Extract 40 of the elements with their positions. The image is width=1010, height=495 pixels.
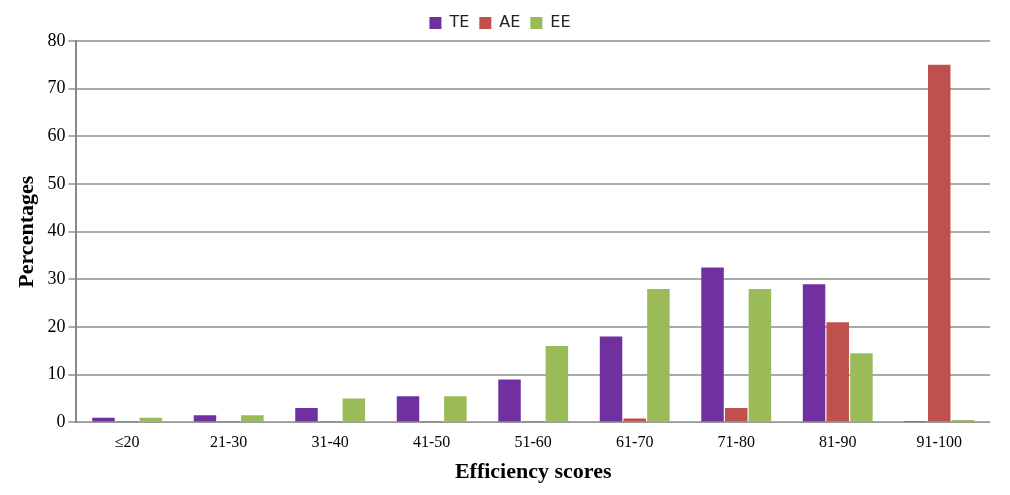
y-tick-label: 70 (47, 77, 66, 98)
bar (647, 288, 670, 422)
x-tick-label: 51-60 (514, 433, 552, 451)
y-tick-label: 30 (47, 268, 66, 289)
bar (396, 396, 420, 422)
bar (342, 398, 366, 422)
x-tick-label: 31-40 (311, 433, 349, 451)
x-tick-label: 71-80 (717, 433, 755, 451)
bar (241, 415, 264, 422)
bar (193, 415, 217, 422)
y-tick-label: 50 (47, 172, 66, 193)
bar (748, 288, 772, 422)
bar (701, 267, 724, 422)
bar (444, 396, 467, 422)
legend-label: EE (550, 12, 571, 32)
bar (545, 346, 569, 422)
bar (927, 64, 951, 422)
x-tick-label: 61-70 (616, 433, 654, 451)
bar (498, 379, 521, 422)
x-tick-label: ≤20 (114, 433, 140, 451)
legend-label: TE (448, 12, 470, 32)
y-tick-label: 20 (47, 315, 66, 336)
bar (826, 322, 849, 422)
y-axis-title: Percentages (12, 175, 38, 288)
y-tick-label: 0 (56, 411, 66, 432)
bar (724, 408, 748, 422)
bar (802, 284, 826, 422)
y-tick-label: 40 (47, 220, 66, 241)
x-tick-label: 21-30 (210, 433, 248, 451)
bar (295, 408, 318, 422)
y-tick-label: 80 (47, 29, 66, 50)
x-tick-label: 91-100 (916, 433, 962, 451)
bar (599, 336, 623, 422)
y-tick-label: 10 (47, 363, 66, 384)
x-tick-label: 41-50 (413, 433, 451, 451)
x-tick-label: 81-90 (819, 433, 857, 451)
x-axis-title: Efficiency scores (454, 458, 612, 484)
y-tick-label: 60 (47, 125, 66, 146)
bar (850, 353, 873, 422)
legend-label: AE (499, 12, 521, 32)
